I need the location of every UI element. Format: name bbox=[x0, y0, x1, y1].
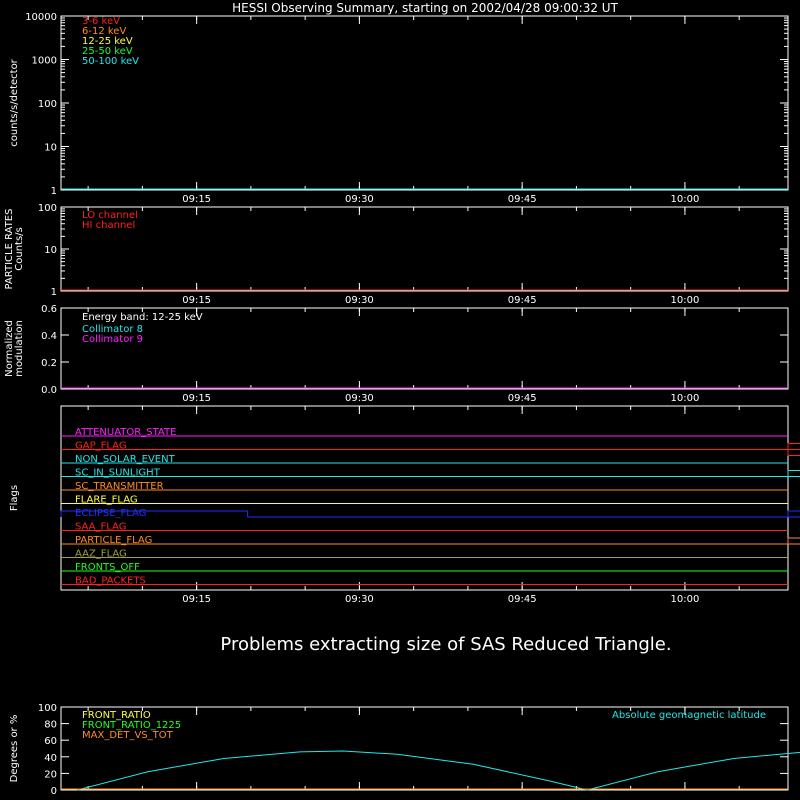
legend-entry-5: FRONT_RATIO bbox=[82, 710, 151, 721]
flag-label-sc-in-sunlight: SC_IN_SUNLIGHT bbox=[75, 468, 161, 479]
x-tick-label-2: 09:30 bbox=[345, 295, 374, 306]
legend-entry-1: 3-6 keV bbox=[82, 16, 120, 27]
x-tick-label-3: 10:00 bbox=[671, 393, 700, 404]
y-tick-label-2: 1 bbox=[51, 287, 57, 298]
legend-entry-3: Collimator 9 bbox=[82, 334, 143, 345]
y-tick-label-5: 100 bbox=[38, 703, 57, 714]
y-tick-label-5: 40 bbox=[44, 753, 57, 764]
y-axis-label-1: counts/s/detector bbox=[9, 58, 20, 146]
x-tick-label-1: 09:30 bbox=[345, 194, 374, 205]
x-tick-label-1: 09:15 bbox=[182, 194, 211, 205]
legend-entry-1: 6-12 keV bbox=[82, 26, 126, 37]
flag-line-gap-flag bbox=[61, 443, 800, 456]
flag-label-bad-packets: BAD_PACKETS bbox=[75, 576, 146, 587]
y-tick-label-5: 20 bbox=[44, 769, 57, 780]
legend-entry-2: LO channel bbox=[82, 210, 138, 221]
panel-frame-2 bbox=[60, 206, 789, 292]
energy-band-label: Energy band: 12-25 keV bbox=[82, 312, 203, 323]
y-tick-label-3: 0.0 bbox=[41, 385, 57, 396]
y-tick-label-1: 10000 bbox=[25, 12, 57, 23]
x-tick-label-4: 09:45 bbox=[508, 594, 537, 605]
panel-frame-4 bbox=[60, 405, 789, 591]
y-axis-label-3: modulation bbox=[14, 320, 25, 377]
y-axis-label-2: PARTICLE RATES bbox=[4, 209, 15, 290]
y-tick-label-2: 100 bbox=[38, 203, 57, 214]
y-axis-label-4: Flags bbox=[9, 485, 20, 511]
flag-line-sc-in-sunlight bbox=[61, 470, 800, 477]
x-tick-label-2: 10:00 bbox=[671, 295, 700, 306]
y-axis-label-5: Degrees or % bbox=[9, 715, 20, 783]
panel-frame-3 bbox=[60, 307, 789, 390]
flag-label-non-solar-event: NON_SOLAR_EVENT bbox=[75, 454, 176, 465]
panel-frame-5 bbox=[60, 706, 789, 791]
legend-entry-3: Collimator 8 bbox=[82, 324, 143, 335]
y-tick-label-1: 100 bbox=[38, 99, 57, 110]
flag-label-fronts-off: FRONTS_OFF bbox=[75, 562, 140, 573]
x-tick-label-3: 09:45 bbox=[508, 393, 537, 404]
legend-entry-1: 50-100 keV bbox=[82, 56, 139, 67]
y-tick-label-1: 10 bbox=[44, 143, 57, 154]
legend-entry-2: HI channel bbox=[82, 220, 135, 231]
y-tick-label-5: 80 bbox=[44, 720, 57, 731]
chart-title: HESSI Observing Summary, starting on 200… bbox=[232, 1, 618, 15]
x-tick-label-2: 09:15 bbox=[182, 295, 211, 306]
legend-entry-5: MAX_DET_VS_TOT bbox=[82, 730, 174, 741]
y-tick-label-3: 0.6 bbox=[41, 304, 57, 315]
legend-entry-5: FRONT_RATIO_1225 bbox=[82, 720, 181, 731]
flag-label-saa-flag: SAA_FLAG bbox=[75, 522, 126, 533]
y-tick-label-3: 0.2 bbox=[41, 358, 57, 369]
x-tick-label-4: 09:30 bbox=[345, 594, 374, 605]
x-tick-label-1: 10:00 bbox=[671, 194, 700, 205]
legend-entry-1: 25-50 keV bbox=[82, 46, 133, 57]
x-tick-label-2: 09:45 bbox=[508, 295, 537, 306]
x-tick-label-3: 09:30 bbox=[345, 393, 374, 404]
latitude-label: Absolute geomagnetic latitude bbox=[612, 710, 766, 721]
x-tick-label-3: 09:15 bbox=[182, 393, 211, 404]
y-tick-label-3: 0.4 bbox=[41, 331, 57, 342]
y-axis-label-2: Counts/s bbox=[14, 227, 25, 271]
flag-label-eclipse-flag: ECLIPSE_FLAG bbox=[75, 508, 146, 519]
y-tick-label-1: 1 bbox=[51, 186, 57, 197]
flag-line-eclipse-flag bbox=[60, 510, 800, 518]
flag-label-attenuator-state: ATTENUATOR_STATE bbox=[75, 427, 176, 438]
x-tick-label-4: 09:15 bbox=[182, 594, 211, 605]
legend-entry-1: 12-25 keV bbox=[82, 36, 133, 47]
flag-label-aaz-flag: AAZ_FLAG bbox=[75, 549, 127, 560]
x-tick-label-1: 09:45 bbox=[508, 194, 537, 205]
x-tick-label-4: 10:00 bbox=[671, 594, 700, 605]
y-tick-label-5: 0 bbox=[51, 786, 57, 797]
flag-label-gap-flag: GAP_FLAG bbox=[75, 441, 127, 452]
flag-label-flare-flag: FLARE_FLAG bbox=[75, 495, 138, 506]
flag-label-sc-transmitter: SC_TRANSMITTER bbox=[75, 481, 164, 492]
y-tick-label-1: 1000 bbox=[32, 56, 57, 67]
y-tick-label-2: 10 bbox=[44, 245, 57, 256]
y-axis-label-3: Normalized bbox=[4, 320, 15, 377]
flag-line-particle-flag bbox=[61, 537, 800, 545]
latitude-curve bbox=[77, 750, 800, 791]
flag-label-particle-flag: PARTICLE_FLAG bbox=[75, 535, 152, 546]
panel-frame-1 bbox=[60, 15, 789, 191]
status-message: Problems extracting size of SAS Reduced … bbox=[220, 634, 671, 655]
y-tick-label-5: 60 bbox=[44, 736, 57, 747]
